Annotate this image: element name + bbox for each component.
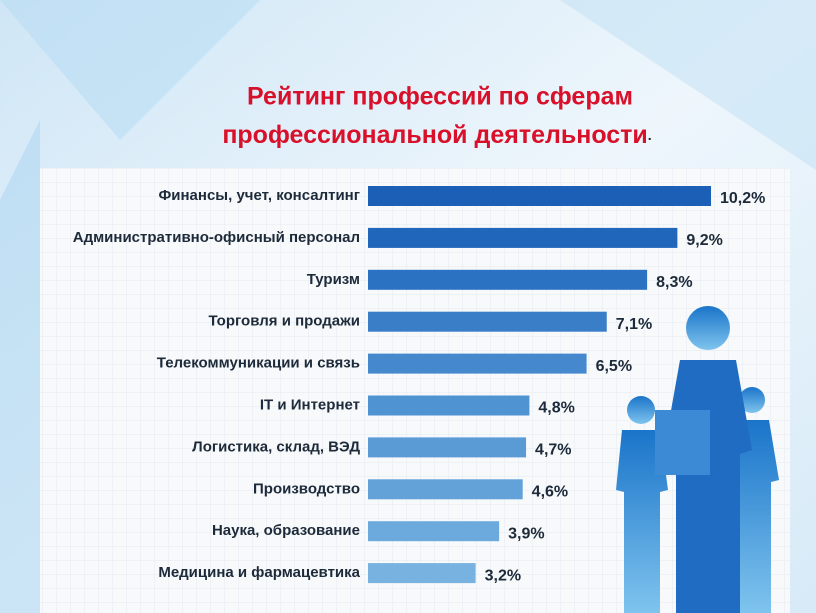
- category-label: Наука, образование: [212, 522, 360, 539]
- bar: [368, 395, 530, 416]
- decor: [0, 0, 260, 140]
- category-label: Телекоммуникации и связь: [157, 355, 360, 372]
- bar: [368, 269, 648, 290]
- category-label: Административно-офисный персонал: [73, 229, 360, 246]
- category-label: Производство: [253, 480, 360, 497]
- category-label: Финансы, учет, консалтинг: [158, 187, 360, 204]
- category-label: Логистика, склад, ВЭД: [192, 438, 360, 455]
- bar: [368, 563, 476, 584]
- title-end: .: [648, 127, 652, 143]
- title-line: профессиональной деятельности: [222, 121, 647, 149]
- chart-title: профессиональной деятельности.: [222, 121, 651, 149]
- decor: [560, 0, 816, 170]
- chart-title: Рейтинг профессий по сферам: [247, 83, 633, 111]
- category-label: Туризм: [307, 271, 360, 288]
- bar: [368, 521, 500, 542]
- value-label: 7,1%: [616, 316, 652, 333]
- value-label: 3,2%: [485, 567, 521, 584]
- category-label: Медицина и фармацевтика: [158, 564, 360, 581]
- value-label: 6,5%: [596, 358, 632, 375]
- value-label: 4,8%: [538, 400, 574, 417]
- value-label: 8,3%: [656, 274, 692, 291]
- bar: [368, 311, 607, 332]
- bar: [368, 437, 527, 458]
- value-label: 10,2%: [720, 190, 765, 207]
- value-label: 9,2%: [686, 232, 722, 249]
- bar: [368, 227, 678, 248]
- bar: [368, 479, 523, 500]
- bar: [368, 353, 587, 374]
- bar: [368, 186, 711, 206]
- value-label: 4,6%: [532, 484, 568, 501]
- people-illustration: [616, 306, 779, 613]
- category-label: Торговля и продажи: [208, 313, 360, 330]
- decor: [0, 120, 40, 613]
- value-label: 3,9%: [508, 525, 544, 542]
- value-label: 4,7%: [535, 442, 571, 459]
- category-label: IT и Интернет: [260, 396, 360, 413]
